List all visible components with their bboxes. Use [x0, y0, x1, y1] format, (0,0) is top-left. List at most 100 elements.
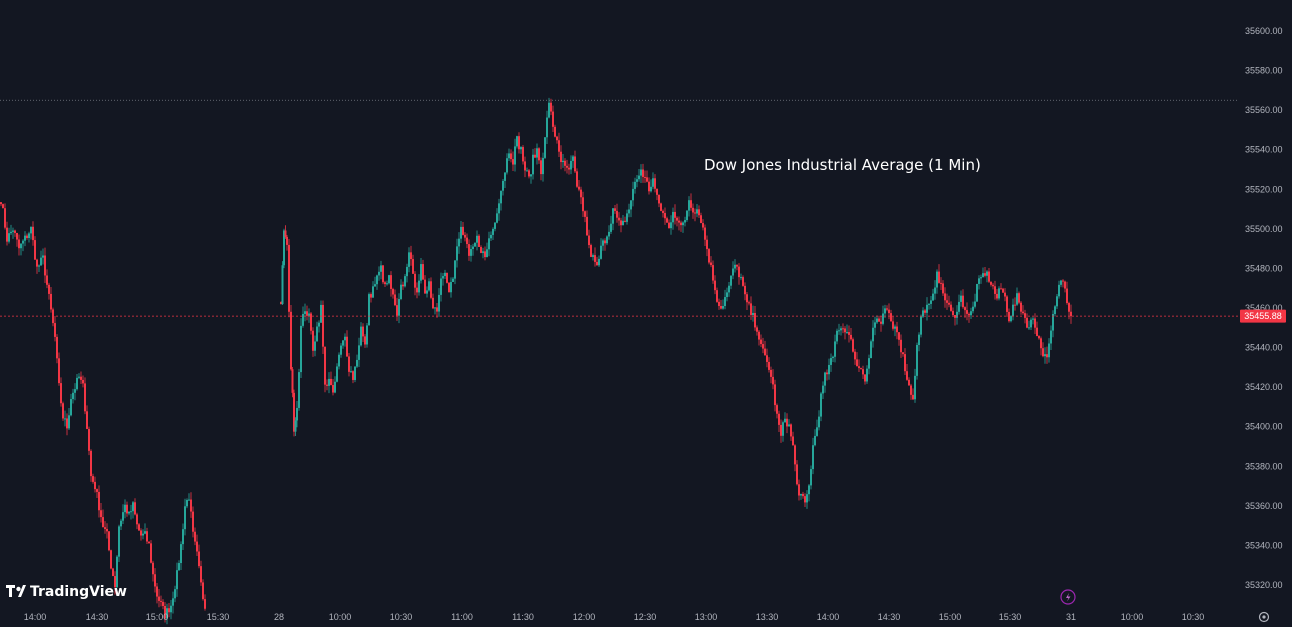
candle-down [658, 194, 660, 204]
y-tick-label: 35400.00 [1245, 422, 1283, 432]
candle-down [780, 424, 782, 436]
candle-up [128, 511, 130, 514]
candle-up [184, 506, 186, 530]
candle-up [982, 273, 984, 278]
x-tick-label: 14:00 [24, 612, 47, 622]
candle-up [870, 341, 872, 359]
last-price-label: 35455.88 [1244, 311, 1282, 321]
candle-up [652, 178, 654, 187]
candle-up [562, 160, 564, 163]
candle-down [744, 285, 746, 295]
candle-down [330, 378, 332, 386]
x-tick-label: 14:30 [86, 612, 109, 622]
gear-icon[interactable] [1258, 611, 1270, 623]
candle-down [566, 165, 568, 168]
candle-down [790, 424, 792, 437]
candle-down [158, 596, 160, 601]
candle-up [876, 318, 878, 323]
candle-down [710, 262, 712, 266]
candle-down [568, 167, 570, 170]
x-tick-label: 13:30 [756, 612, 779, 622]
candle-up [894, 326, 896, 329]
x-tick-label: 10:00 [329, 612, 352, 622]
candle-down [84, 383, 86, 412]
candle-down [392, 288, 394, 295]
candle-up [386, 283, 388, 285]
candle-down [50, 293, 52, 310]
candle-down [746, 294, 748, 303]
tradingview-logo[interactable]: TradingView [6, 584, 127, 600]
candle-down [720, 305, 722, 309]
candle-down [424, 279, 426, 294]
candle-up [38, 265, 40, 267]
candle-down [802, 493, 804, 497]
candle-down [618, 217, 620, 221]
candle-down [842, 328, 844, 330]
candle-up [622, 220, 624, 226]
candle-up [818, 416, 820, 428]
candle-down [748, 302, 750, 304]
candle-up [788, 424, 790, 427]
candle-up [144, 531, 146, 534]
candle-down [100, 510, 102, 518]
brand-name: TradingView [30, 584, 127, 600]
candle-up [626, 213, 628, 222]
candle-down [694, 212, 696, 214]
candle-down [954, 315, 956, 318]
candle-down [766, 355, 768, 362]
candle-down [534, 154, 536, 158]
candle-up [344, 336, 346, 341]
candle-down [706, 239, 708, 250]
candle-down [664, 213, 666, 219]
candle-down [1022, 311, 1024, 314]
candle-up [526, 170, 528, 172]
candle-up [434, 307, 436, 309]
candle-down [950, 304, 952, 311]
candle-down [620, 220, 622, 226]
candle-down [112, 568, 114, 577]
candle-down [390, 275, 392, 289]
candle-down [642, 169, 644, 177]
candle-down [102, 517, 104, 528]
candle-up [8, 233, 10, 242]
candle-down [1008, 311, 1010, 322]
candle-down [614, 208, 616, 211]
candle-up [696, 209, 698, 214]
candle-up [142, 533, 144, 536]
candle-up [368, 294, 370, 326]
candle-up [956, 311, 958, 318]
candle-up [404, 276, 406, 287]
candle-up [638, 175, 640, 180]
candle-down [1040, 338, 1042, 349]
candle-up [920, 316, 922, 335]
candle-up [350, 371, 352, 373]
candle-up [670, 222, 672, 229]
candle-up [546, 117, 548, 138]
y-tick-label: 35540.00 [1245, 145, 1283, 155]
candle-up [426, 290, 428, 294]
candle-down [1034, 318, 1036, 328]
candle-up [570, 160, 572, 170]
candle-up [502, 180, 504, 191]
candle-down [588, 235, 590, 246]
lightning-icon[interactable] [1060, 589, 1076, 605]
y-tick-label: 35320.00 [1245, 580, 1283, 590]
candle-down [4, 208, 6, 228]
y-tick-label: 35340.00 [1245, 540, 1283, 550]
candle-down [942, 283, 944, 294]
x-tick-label: 10:30 [1182, 612, 1205, 622]
candle-up [476, 235, 478, 243]
y-tick-label: 35580.00 [1245, 66, 1283, 76]
candle-down [674, 211, 676, 218]
candle-up [494, 222, 496, 229]
candle-down [416, 287, 418, 293]
candle-down [466, 237, 468, 245]
candle-down [410, 252, 412, 260]
candle-down [858, 366, 860, 369]
candle-down [464, 234, 466, 238]
candle-down [1046, 354, 1048, 358]
candle-up [816, 427, 818, 436]
candle-down [700, 215, 702, 224]
